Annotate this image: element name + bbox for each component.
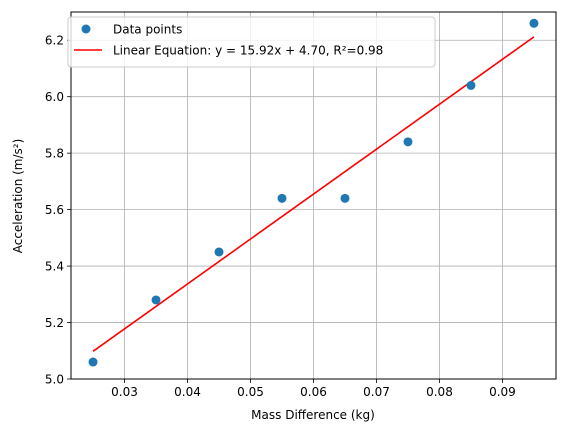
y-tick-label: 6.2 bbox=[45, 34, 64, 48]
x-axis-label: Mass Difference (kg) bbox=[251, 408, 375, 422]
x-tick-label: 0.04 bbox=[174, 385, 201, 399]
legend-label-data-points: Data points bbox=[113, 23, 182, 37]
data-point bbox=[466, 80, 476, 90]
fit-line bbox=[92, 36, 535, 352]
data-point bbox=[403, 137, 413, 147]
y-tick-label: 5.4 bbox=[45, 260, 64, 274]
data-point bbox=[151, 295, 161, 305]
data-point bbox=[214, 247, 224, 257]
y-axis-label: Acceleration (m/s²) bbox=[11, 139, 25, 254]
data-point bbox=[277, 193, 287, 203]
x-tick-label: 0.06 bbox=[300, 385, 327, 399]
y-tick-label: 5.2 bbox=[45, 316, 64, 330]
x-tick-label: 0.07 bbox=[363, 385, 390, 399]
x-tick-label: 0.08 bbox=[426, 385, 453, 399]
legend-marker-data-points bbox=[81, 24, 91, 34]
x-tick-label: 0.05 bbox=[237, 385, 264, 399]
y-tick-label: 6.0 bbox=[45, 90, 64, 104]
legend-box bbox=[67, 16, 436, 68]
y-tick-label: 5.8 bbox=[45, 147, 64, 161]
y-tick-label: 5.6 bbox=[45, 203, 64, 217]
y-axis: 5.0 5.2 5.4 5.6 5.8 6.0 6.2 bbox=[45, 34, 71, 387]
legend-label-fit: Linear Equation: y = 15.92x + 4.70, R²=0… bbox=[113, 44, 383, 58]
legend: Data points Linear Equation: y = 15.92x … bbox=[67, 16, 436, 68]
y-tick-label: 5.0 bbox=[45, 373, 64, 387]
data-point bbox=[340, 193, 350, 203]
x-tick-label: 0.09 bbox=[489, 385, 516, 399]
x-axis: 0.03 0.04 0.05 0.06 0.07 0.08 0.09 bbox=[111, 379, 516, 399]
x-tick-label: 0.03 bbox=[111, 385, 138, 399]
data-point bbox=[88, 357, 98, 367]
plot-marks bbox=[88, 18, 539, 367]
data-point bbox=[529, 18, 539, 28]
